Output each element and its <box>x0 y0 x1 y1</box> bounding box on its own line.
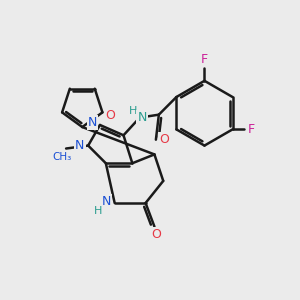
Text: H: H <box>94 206 103 216</box>
Text: CH₃: CH₃ <box>52 152 71 162</box>
Text: N: N <box>137 111 147 124</box>
Text: H: H <box>129 106 137 116</box>
Text: F: F <box>248 123 255 136</box>
Text: O: O <box>151 228 161 241</box>
Text: N: N <box>102 195 111 208</box>
Text: N: N <box>88 116 97 128</box>
Text: O: O <box>159 133 169 146</box>
Text: F: F <box>201 53 208 66</box>
Text: O: O <box>105 109 115 122</box>
Text: N: N <box>75 139 85 152</box>
